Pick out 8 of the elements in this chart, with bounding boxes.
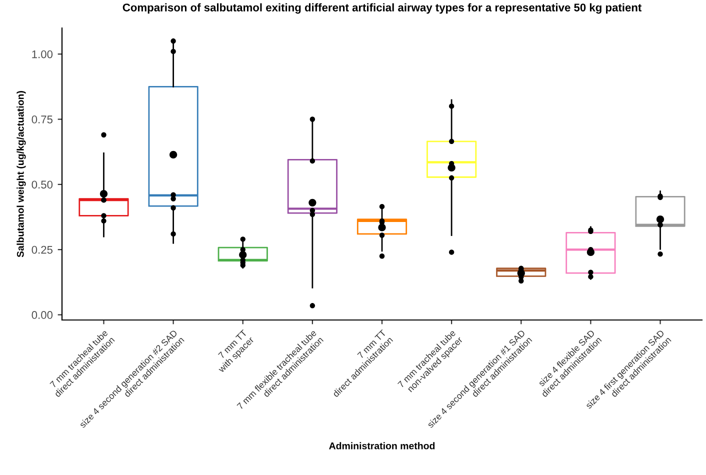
y-tick-label: 0.00	[32, 311, 53, 319]
chart-title: Comparison of salbutamol exiting different artificial airway types for a representative 50 kg patient	[122, 3, 642, 14]
y-axis-title: Salbutamol weight (ug/kg/actuation)	[16, 91, 26, 258]
y-tick-label: 0.75	[32, 116, 53, 124]
y-tick-label: 0.50	[32, 180, 53, 189]
y-tick-label: 1.00	[32, 50, 53, 58]
y-tick-label: 0.25	[32, 246, 53, 254]
x-axis-title: Administration method	[329, 442, 435, 450]
